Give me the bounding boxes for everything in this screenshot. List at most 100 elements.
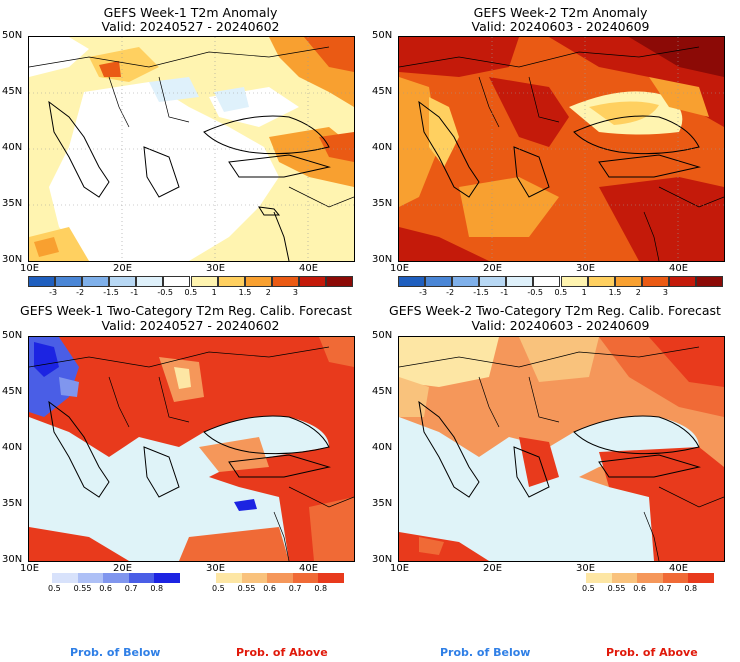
colorbar-tick-label: 0.7 — [124, 584, 138, 593]
colorbar-tick-label: -3 — [419, 288, 428, 297]
colorbar-swatch — [318, 573, 344, 583]
colorbar-swatch — [586, 573, 612, 583]
colorbar-swatch — [241, 573, 268, 583]
lon-tick-label: 30E — [206, 563, 226, 574]
anomaly-colorbar-week2: -3 -2 -1.5 -1 -0.5 0.5 1 1.5 2 3 — [398, 276, 723, 297]
lon-tick-label: 10E — [20, 263, 40, 274]
colorbar-swatch — [267, 573, 293, 583]
colorbar-swatch — [452, 276, 480, 287]
colorbar-tick-label: 1.5 — [238, 288, 252, 297]
colorbar-tick-label: -1 — [500, 288, 509, 297]
colorbar-swatch — [325, 276, 353, 287]
colorbar-tick-label: -2 — [76, 288, 85, 297]
lat-tick-label: 35N — [2, 498, 23, 509]
colorbar-tick-label: -1 — [130, 288, 139, 297]
lon-tick-label: 40E — [299, 263, 319, 274]
lat-tick-label: 30N — [2, 554, 23, 565]
colorbar-swatch — [244, 276, 272, 287]
lat-tick-label: 40N — [2, 442, 23, 453]
prob-above-label-week1: Prob. of Above — [236, 646, 328, 659]
prob-below-label-week2: Prob. of Below — [440, 646, 531, 659]
colorbar-swatch — [217, 276, 245, 287]
prob-above-colorbar-week2: 0.5 0.55 0.6 0.7 0.8 — [582, 573, 714, 593]
colorbar-tick-label: 0.5 — [48, 584, 61, 593]
lon-tick-label: 20E — [113, 563, 133, 574]
lat-tick-label: 50N — [372, 30, 393, 41]
colorbar-tick-label: 3 — [662, 288, 668, 297]
lat-tick-label: 40N — [2, 142, 23, 153]
colorbar-tick-label: 0.5 — [554, 288, 568, 297]
lat-tick-label: 50N — [2, 330, 23, 341]
prob-below-label-week1: Prob. of Below — [70, 646, 161, 659]
colorbar-swatch — [28, 276, 56, 287]
colorbar-swatch — [425, 276, 453, 287]
colorbar-tick-label: 0.6 — [633, 584, 646, 593]
colorbar-tick-label: 0.8 — [684, 584, 698, 593]
colorbar-swatch — [587, 276, 615, 287]
colorbar-tick-label: -0.5 — [527, 288, 544, 297]
panel3-valid: Valid: 20240527 - 20240602 — [101, 318, 280, 333]
lat-tick-label: 35N — [372, 198, 393, 209]
lon-tick-label: 40E — [299, 563, 319, 574]
colorbar-tick-label: 0.6 — [99, 584, 112, 593]
lat-tick-label: 45N — [2, 86, 23, 97]
colorbar-swatch — [662, 573, 689, 583]
colorbar-tick-label: 0.55 — [607, 584, 626, 593]
panel1-title: GEFS Week-1 T2m Anomaly — [103, 5, 278, 20]
colorbar-swatch — [190, 276, 218, 287]
colorbar-swatch — [154, 573, 180, 583]
prob-above-colorbar-week1: 0.5 0.55 0.6 0.7 0.8 — [212, 573, 344, 593]
colorbar-swatch — [55, 276, 83, 287]
panel4-map — [398, 336, 725, 562]
lat-tick-label: 30N — [372, 554, 393, 565]
lon-tick-label: 30E — [206, 263, 226, 274]
colorbar-swatch — [398, 276, 426, 287]
lat-tick-label: 50N — [372, 330, 393, 341]
colorbar-swatch — [695, 276, 723, 287]
lat-tick-label: 40N — [372, 142, 393, 153]
colorbar-tick-label: -0.5 — [157, 288, 174, 297]
colorbar-tick-label: 0.5 — [582, 584, 595, 593]
colorbar-tick-label: 2 — [635, 288, 641, 297]
panel4-valid: Valid: 20240603 - 20240609 — [471, 318, 650, 333]
colorbar-swatch — [128, 573, 155, 583]
panel2-map — [398, 36, 725, 262]
colorbar-tick-label: 2 — [265, 288, 271, 297]
lon-tick-label: 20E — [113, 263, 133, 274]
colorbar-tick-label: 0.6 — [263, 584, 276, 593]
anomaly-colorbar-week1: -3 -2 -1.5 -1 -0.5 0.5 1 1.5 2 3 — [28, 276, 353, 297]
lon-tick-label: 10E — [390, 263, 410, 274]
lat-tick-label: 45N — [372, 386, 393, 397]
panel1-valid: Valid: 20240527 - 20240602 — [101, 19, 280, 34]
colorbar-swatch — [271, 276, 299, 287]
colorbar-tick-label: 1 — [211, 288, 217, 297]
panel4-title: GEFS Week-2 Two-Category T2m Reg. Calib.… — [389, 303, 721, 318]
colorbar-swatch — [163, 276, 191, 287]
colorbar-swatch — [637, 573, 663, 583]
panel2-title: GEFS Week-2 T2m Anomaly — [473, 5, 648, 20]
lat-tick-label: 40N — [372, 442, 393, 453]
colorbar-swatch — [216, 573, 242, 583]
colorbar-swatch — [292, 573, 319, 583]
colorbar-swatch — [109, 276, 137, 287]
colorbar-swatch — [77, 573, 104, 583]
colorbar-tick-label: 0.5 — [212, 584, 225, 593]
colorbar-swatch — [611, 573, 638, 583]
lon-tick-label: 40E — [669, 563, 689, 574]
lon-tick-label: 40E — [669, 263, 689, 274]
colorbar-swatch — [668, 276, 696, 287]
colorbar-tick-label: 0.7 — [288, 584, 302, 593]
colorbar-swatch — [614, 276, 642, 287]
colorbar-tick-label: 0.55 — [73, 584, 92, 593]
colorbar-tick-label: 0.8 — [314, 584, 328, 593]
lon-tick-label: 10E — [20, 563, 40, 574]
colorbar-swatch — [298, 276, 326, 287]
colorbar-tick-label: -2 — [446, 288, 455, 297]
colorbar-swatch — [136, 276, 164, 287]
lon-tick-label: 30E — [576, 263, 596, 274]
panel3-title: GEFS Week-1 Two-Category T2m Reg. Calib.… — [20, 303, 352, 318]
panel3-map — [28, 336, 355, 562]
panel1-map — [28, 36, 355, 262]
colorbar-tick-label: 1 — [581, 288, 587, 297]
colorbar-swatch — [641, 276, 669, 287]
